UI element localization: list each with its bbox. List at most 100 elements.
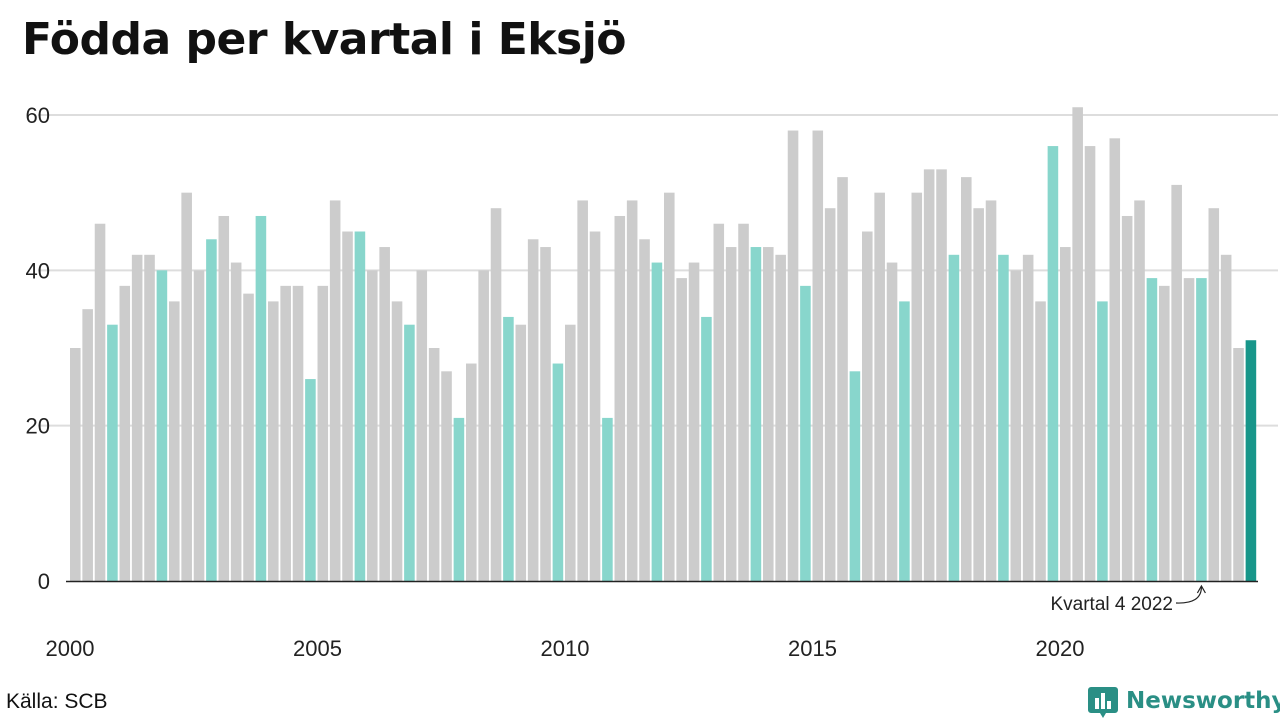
brand-name: Newsworthy [1126,688,1280,714]
bar [193,270,205,581]
y-tick-label: 20 [26,414,50,439]
bar [763,247,774,582]
x-tick-label: 2010 [541,636,590,661]
bar [404,324,415,581]
bar [280,285,291,581]
bar [676,278,687,581]
bar [713,223,725,581]
bar [1245,340,1257,581]
bar [181,192,192,581]
x-tick-label: 2000 [46,636,95,661]
bar [800,285,811,581]
x-tick-label: 2020 [1036,636,1085,661]
bar [305,379,316,581]
bar [218,215,230,581]
y-tick-label: 0 [38,569,50,594]
bar [268,301,279,581]
bar [1183,278,1195,581]
bar [577,200,588,581]
bar [1047,146,1059,582]
bar [156,270,168,581]
bar [738,223,749,581]
bar [1109,138,1121,582]
annotation-arrowhead [1196,584,1206,594]
bar [119,285,131,581]
bar [527,239,539,581]
bar [589,231,601,581]
chart-title: Födda per kvartal i Eksjö [22,14,627,65]
bar [862,231,873,581]
bar [775,254,786,582]
bar [144,254,155,582]
annotation-label: Kvartal 4 2022 [1050,594,1173,615]
bar [342,231,353,581]
bar [1159,285,1170,581]
bar [391,301,403,581]
bar [923,169,935,581]
bar [998,254,1009,582]
source-note: Källa: SCB [6,690,108,713]
bar [639,239,650,581]
annotation-arrow [1175,586,1203,604]
bar [317,285,329,581]
bar [70,348,81,581]
bar [243,293,254,581]
bar [169,301,180,581]
bar [329,200,341,581]
bar [206,239,217,581]
bar [552,363,564,581]
bar [1134,200,1145,581]
bar [985,200,997,581]
bar [911,192,923,581]
bar [478,270,489,581]
bar [664,192,675,581]
bar [1208,208,1220,581]
bar [490,208,502,581]
bar [1146,278,1158,581]
bar [131,254,143,582]
x-tick-label: 2005 [293,636,342,661]
bar [651,262,663,581]
bar [379,247,390,582]
bar [367,270,378,581]
y-tick-label: 40 [26,258,50,283]
bar [899,301,910,581]
bar [701,316,712,581]
bar [1097,301,1108,581]
x-tick-label: 2015 [788,636,837,661]
bar [1233,348,1244,581]
bar [602,417,613,581]
brand-logo: Newsworthy [1088,684,1280,718]
bar [725,247,737,582]
bar [565,324,576,581]
bar [354,231,366,581]
bar [626,200,638,581]
bar [107,324,118,581]
bar [515,324,527,581]
bar [1196,278,1207,581]
bar [1010,270,1022,581]
bar [750,247,762,582]
bar-chart-logo-icon [1088,687,1118,718]
bar [936,169,947,581]
y-tick-label: 60 [26,103,50,128]
bar [540,247,551,582]
bar [1022,254,1034,582]
bar [503,316,514,581]
bar [255,215,267,581]
bar [441,371,452,581]
bar [1220,254,1232,582]
bar [973,208,984,581]
bar [1035,301,1046,581]
bar [453,417,465,581]
bar [1072,107,1083,581]
bar [688,262,700,581]
bar [886,262,898,581]
bar [837,177,848,581]
bar [428,348,440,581]
bar [824,208,836,581]
bar [849,371,861,581]
bar [961,177,972,581]
bar [874,192,885,581]
bar [614,215,626,581]
